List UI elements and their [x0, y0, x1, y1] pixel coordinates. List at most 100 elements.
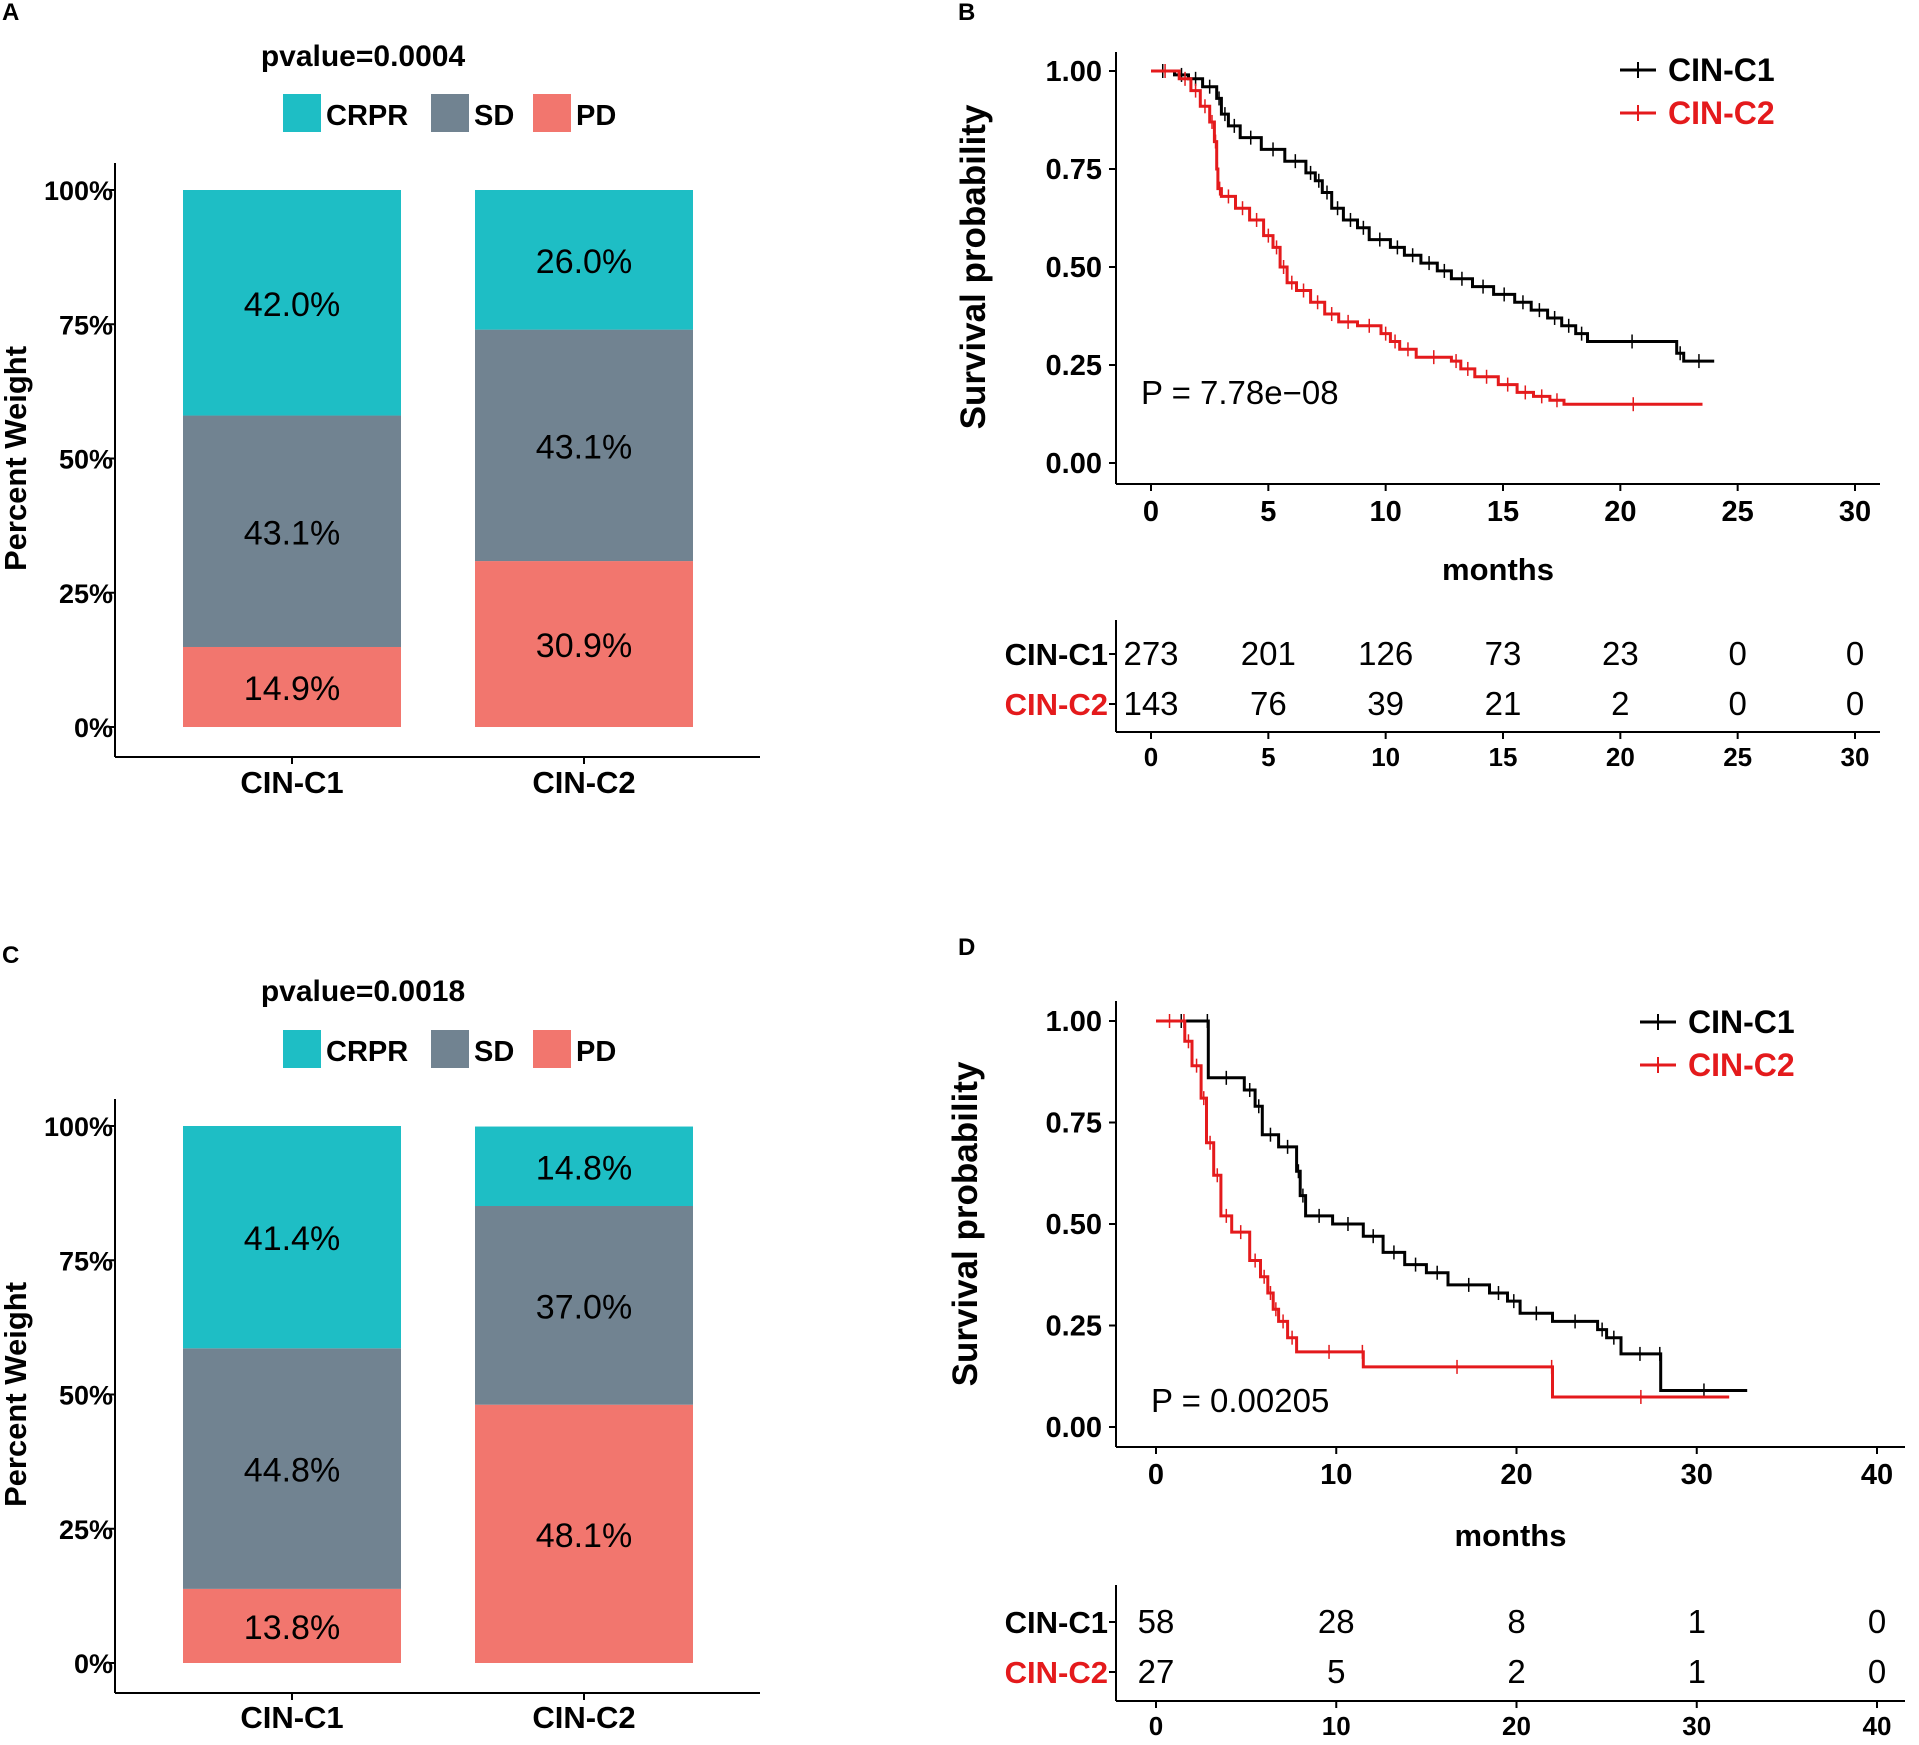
legend-swatch — [533, 94, 571, 132]
legend-swatch — [431, 94, 469, 132]
legend-label: PD — [576, 100, 616, 132]
y-tick-label: 0.50 — [1046, 252, 1102, 284]
y-tick-label: 25% — [59, 1515, 113, 1545]
y-axis-title: Percent Weight — [0, 346, 33, 571]
y-tick-label: 100% — [44, 176, 113, 206]
legend-swatch — [533, 1030, 571, 1068]
legend-item: CRPR — [283, 1030, 408, 1068]
risk-count: 27 — [1138, 1653, 1175, 1690]
bar-segment-sd — [183, 1348, 401, 1589]
data-label: 26.0% — [536, 243, 632, 281]
p-value-annotation: P = 0.00205 — [1151, 1382, 1329, 1419]
risk-x-tick-label: 10 — [1371, 742, 1400, 772]
panel-label: C — [2, 942, 19, 969]
risk-count: 126 — [1358, 635, 1413, 672]
risk-x-tick-label: 5 — [1261, 742, 1275, 772]
risk-count: 21 — [1485, 685, 1522, 722]
y-tick-label: 0.00 — [1046, 448, 1102, 480]
x-tick-label: 15 — [1487, 496, 1519, 528]
bar-segment-sd — [183, 415, 401, 647]
risk-count: 0 — [1728, 685, 1746, 722]
risk-x-tick-label: 30 — [1841, 742, 1870, 772]
y-axis-title: Percent Weight — [0, 1282, 33, 1507]
legend-item: SD — [431, 94, 514, 132]
y-axis-title: Survival probability — [946, 1061, 985, 1386]
risk-count: 1 — [1688, 1603, 1706, 1640]
risk-count: 2 — [1507, 1653, 1525, 1690]
data-label: 42.0% — [244, 286, 340, 324]
x-axis-title: months — [1442, 552, 1554, 587]
y-axis-title: Survival probability — [954, 104, 993, 429]
risk-count: 143 — [1123, 685, 1178, 722]
data-label: 13.8% — [244, 1609, 340, 1647]
risk-x-tick-label: 40 — [1863, 1711, 1892, 1741]
legend-label: CIN-C2 — [1688, 1047, 1795, 1083]
risk-count: 0 — [1868, 1653, 1886, 1690]
y-tick-label: 0.00 — [1046, 1412, 1102, 1444]
legend-item: PD — [533, 94, 616, 132]
bar-segment-pd — [183, 646, 401, 727]
x-tick-label: 20 — [1604, 496, 1636, 528]
y-tick-label: 100% — [44, 1112, 113, 1142]
risk-count: 1 — [1688, 1653, 1706, 1690]
y-tick-label: 75% — [59, 310, 113, 340]
data-label: 37.0% — [536, 1288, 632, 1326]
bar-segment-crpr — [183, 190, 401, 416]
km-curve-cin-c1 — [1151, 69, 1715, 363]
p-value-annotation: P = 7.78e−08 — [1141, 374, 1339, 411]
x-tick-label: 30 — [1839, 496, 1871, 528]
y-tick-label: 1.00 — [1046, 56, 1102, 88]
y-tick-label: 0.75 — [1046, 154, 1102, 186]
risk-count: 28 — [1318, 1603, 1355, 1640]
y-tick-label: 25% — [59, 579, 113, 609]
x-tick-label: CIN-C2 — [532, 1700, 635, 1735]
data-label: 30.9% — [536, 627, 632, 665]
x-tick-label: 5 — [1260, 496, 1276, 528]
bar-segment-pd — [475, 561, 693, 727]
legend-label: CIN-C1 — [1688, 1004, 1795, 1040]
data-label: 44.8% — [244, 1452, 340, 1490]
risk-count: 73 — [1485, 635, 1522, 672]
bar-segment-crpr — [475, 1126, 693, 1207]
km-curve-cin-c2 — [1156, 1019, 1730, 1399]
data-label: 48.1% — [536, 1517, 632, 1555]
risk-count: 0 — [1846, 685, 1864, 722]
risk-x-tick-label: 25 — [1723, 742, 1752, 772]
risk-x-tick-label: 30 — [1682, 1711, 1711, 1741]
y-tick-label: 50% — [59, 1381, 113, 1411]
y-tick-label: 0% — [74, 1649, 113, 1679]
legend-swatch — [431, 1030, 469, 1068]
x-tick-label: CIN-C2 — [532, 765, 635, 800]
legend-item: PD — [533, 1030, 616, 1068]
x-tick-label: 40 — [1861, 1459, 1893, 1491]
y-tick-label: 0.50 — [1046, 1209, 1102, 1241]
data-label: 41.4% — [244, 1220, 340, 1258]
risk-count: 0 — [1868, 1603, 1886, 1640]
risk-row-label: CIN-C1 — [1005, 1605, 1108, 1640]
legend-item: CIN-C1 — [1640, 1004, 1795, 1040]
legend-swatch — [283, 1030, 321, 1068]
x-tick-label: CIN-C1 — [240, 765, 343, 800]
risk-x-tick-label: 0 — [1144, 742, 1158, 772]
bar-segment-pd — [475, 1404, 693, 1663]
risk-row-label: CIN-C1 — [1005, 637, 1108, 672]
y-tick-label: 1.00 — [1046, 1006, 1102, 1038]
x-tick-label: 10 — [1370, 496, 1402, 528]
bar-segment-crpr — [183, 1126, 401, 1349]
y-tick-label: 0.25 — [1046, 1311, 1102, 1343]
risk-x-tick-label: 0 — [1149, 1711, 1163, 1741]
risk-count: 58 — [1138, 1603, 1175, 1640]
chart-title: pvalue=0.0004 — [261, 40, 466, 73]
legend-item: CIN-C2 — [1620, 95, 1775, 131]
risk-count: 2 — [1611, 685, 1629, 722]
x-tick-label: 30 — [1681, 1459, 1713, 1491]
y-tick-label: 0% — [74, 713, 113, 743]
risk-x-tick-label: 15 — [1489, 742, 1518, 772]
risk-x-tick-label: 20 — [1502, 1711, 1531, 1741]
panel-label: B — [958, 0, 975, 26]
x-tick-label: 10 — [1320, 1459, 1352, 1491]
